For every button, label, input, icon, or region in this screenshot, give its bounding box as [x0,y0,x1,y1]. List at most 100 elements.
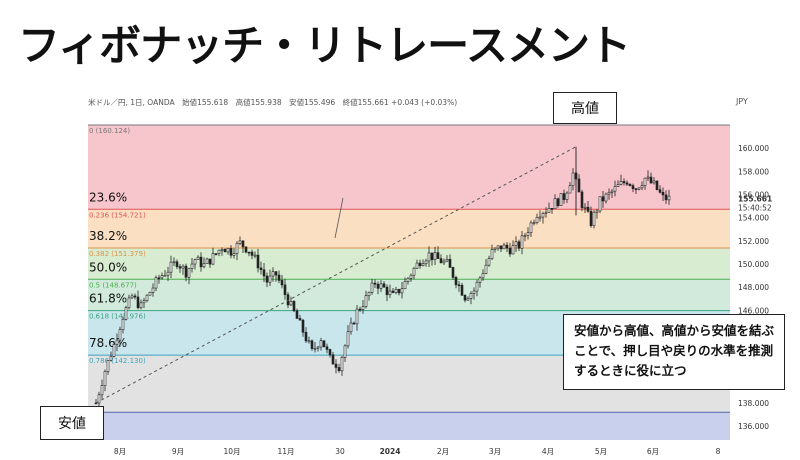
candle-body [217,249,221,254]
candle-body [583,206,587,209]
candle-body [592,211,596,226]
candle-body [535,216,539,223]
candle-body [457,284,461,287]
x-tick-label: 5月 [595,447,607,456]
candle-body [613,186,617,192]
candle-body [637,187,641,190]
candle-body [163,274,167,277]
candle-body [472,290,476,294]
candle-body [544,211,548,214]
y-tick-label: 158.000 [738,167,769,176]
candle-body [379,283,383,289]
candle-body [160,275,164,279]
candle-body [610,190,614,193]
candle-body [250,251,254,256]
x-tick-label: 2024 [380,447,401,456]
candle-body [193,259,197,265]
candle-body [355,308,359,325]
y-tick-label: 156.000 [738,190,769,199]
candle-body [661,191,665,196]
candle-body [133,295,137,298]
x-tick-label: 3月 [489,447,501,456]
candle-body [265,275,269,283]
candle-body [445,258,449,262]
candle-body [97,394,101,404]
fib-price-label: 0 (160.124) [89,127,130,135]
candle-body [184,265,188,278]
candle-body [418,262,422,267]
candle-body [487,258,491,266]
y-tick-label: 146.000 [738,306,769,315]
x-tick-label: 6月 [647,447,659,456]
candle-body [436,252,440,259]
candle-body [622,181,626,184]
candle-body [112,344,116,357]
candle-body [481,273,485,279]
candle-body [511,245,515,255]
candle-body [628,183,632,186]
candle-body [649,176,653,184]
candle-body [238,240,242,244]
candle-body [181,265,185,269]
candle-body [568,185,572,194]
candle-body [166,271,170,276]
candle-body [271,271,275,277]
low-label-box: 安値 [40,406,104,440]
annotation-line [334,197,344,239]
fib-percent-label: 50.0% [89,260,127,274]
candle-body [277,274,281,281]
candle-body [145,294,149,302]
candle-body [655,180,659,190]
candle-body [259,267,263,271]
candle-body [331,354,335,365]
candle-body [541,213,545,218]
x-tick-label: 9月 [172,447,184,456]
candle-body [268,275,272,283]
candle-body [397,288,401,294]
y-tick-label: 148.000 [738,283,769,292]
candle-body [172,261,176,264]
candle-body [496,245,500,249]
candle-body [349,322,353,333]
candle-body [121,319,125,330]
candle-body [373,282,377,285]
candle-body [334,363,338,368]
candle-body [400,288,404,294]
candle-body [403,281,407,290]
x-tick-label: 10月 [223,447,240,456]
candle-body [187,268,191,278]
candle-body [358,308,362,311]
candle-body [223,249,227,253]
x-tick-label: 11月 [277,447,294,456]
candle-body [304,331,308,342]
fib-band [88,412,730,440]
candle-body [421,263,425,267]
candle-body [256,254,260,269]
y-tick-label: 138.000 [738,399,769,408]
candle-body [232,253,236,256]
candle-body [310,340,314,349]
fib-price-label: 0.236 (154.721) [89,211,146,219]
candle-body [118,329,122,341]
candle-body [346,331,350,347]
candle-body [448,258,452,268]
candle-body [499,245,503,250]
candle-body [556,198,560,206]
candle-body [631,185,635,189]
fib-percent-label: 23.6% [89,190,127,204]
candle-body [442,260,446,264]
candle-body [634,188,638,190]
high-label-box: 高値 [553,92,617,124]
candle-body [469,293,473,299]
candle-body [538,216,542,219]
candle-body [226,248,230,253]
candle-body [559,193,563,206]
candle-body [130,295,134,299]
candle-body [337,367,341,372]
candle-body [451,267,455,278]
candle-body [364,295,368,307]
fib-trend-line [95,146,577,404]
candle-body [322,340,326,348]
candle-body [211,253,215,265]
